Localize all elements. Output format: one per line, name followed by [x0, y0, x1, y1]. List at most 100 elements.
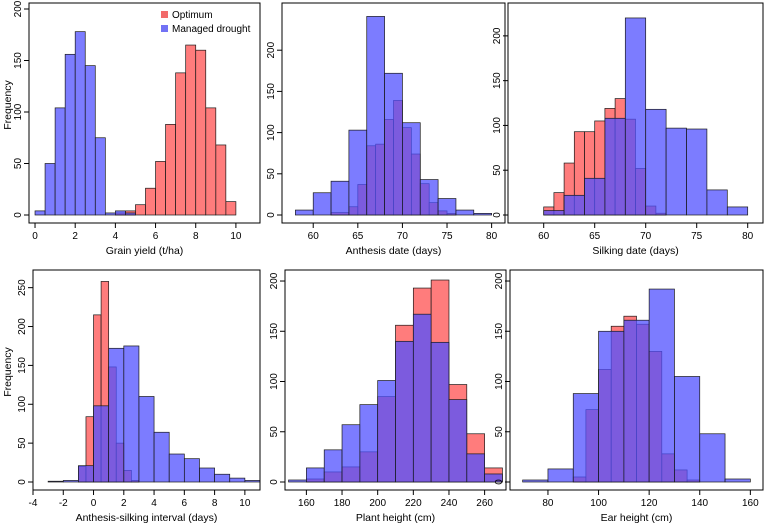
x-tick-label: 140 — [691, 498, 708, 509]
bar-drought — [295, 209, 314, 216]
bar-drought — [123, 345, 140, 483]
x-axis-label: Plant height (cm) — [356, 512, 435, 524]
y-tick-label: 100 — [492, 117, 503, 134]
bar-drought — [699, 433, 726, 483]
y-tick-label: 0 — [494, 479, 505, 485]
bar-drought — [183, 458, 200, 483]
x-tick-label: 80 — [486, 231, 498, 242]
bar-drought — [572, 393, 599, 483]
bar-drought — [437, 198, 457, 216]
plot-frame — [28, 2, 261, 224]
bar-drought — [402, 122, 421, 216]
panel-6: 80 100 120 140 160 0 50 100 150 200 Ear height (cm… — [494, 269, 764, 524]
bar-drought — [341, 424, 361, 483]
bar-drought — [724, 478, 751, 483]
y-tick-label: 100 — [17, 395, 28, 412]
bar-drought — [359, 404, 379, 483]
x-axis-label: Ear height (cm) — [601, 512, 673, 524]
bar-drought — [448, 399, 468, 483]
bar-optimum — [225, 201, 237, 216]
y-tick-label: 0 — [269, 479, 280, 485]
bar-drought — [323, 449, 343, 483]
y-tick-label: 50 — [494, 426, 505, 438]
legend-swatch — [161, 11, 168, 18]
bar-drought — [93, 405, 110, 483]
y-tick-label: 150 — [13, 52, 24, 69]
bar-drought — [522, 479, 549, 483]
x-tick-label: 0 — [32, 231, 38, 242]
y-axis-label: Frequency — [2, 79, 14, 129]
bar-drought — [419, 179, 439, 216]
bar-drought — [306, 467, 325, 483]
x-tick-label: 75 — [441, 231, 453, 242]
x-tick-label: 8 — [212, 498, 218, 509]
bar-drought — [466, 453, 485, 483]
y-tick-label: 0 — [17, 479, 28, 485]
bar-drought — [199, 467, 215, 483]
bar-drought — [64, 53, 76, 216]
x-tick-label: 75 — [691, 231, 703, 242]
bar-drought — [563, 194, 585, 216]
legend-label: Optimum — [172, 10, 213, 21]
bar-drought — [665, 127, 687, 216]
y-tick-label: 200 — [17, 318, 28, 335]
y-tick-label: 150 — [492, 72, 503, 89]
x-tick-label: 200 — [369, 498, 386, 509]
bar-drought — [674, 376, 701, 483]
y-tick-label: 200 — [492, 27, 503, 44]
bar-drought — [726, 206, 749, 216]
plot-frame — [32, 269, 261, 491]
x-tick-label: 10 — [239, 498, 251, 509]
bar-drought — [78, 465, 94, 483]
panel-2: 60 65 70 75 80 0 50 100 150 200 Anthesis date (day… — [266, 2, 506, 257]
plot-frame — [509, 269, 764, 491]
bar-drought — [645, 108, 667, 216]
x-tick-label: 100 — [590, 498, 607, 509]
y-tick-label: 150 — [269, 322, 280, 339]
bar-drought — [598, 330, 625, 483]
bar-drought — [312, 192, 332, 216]
bar-drought — [348, 129, 368, 216]
x-tick-label: 4 — [113, 231, 119, 242]
x-tick-label: 70 — [640, 231, 652, 242]
bar-drought — [473, 213, 492, 216]
bar-optimum — [215, 144, 227, 216]
y-tick-label: 50 — [492, 164, 503, 176]
bar-drought — [34, 210, 46, 216]
bar-drought — [153, 431, 170, 483]
bar-drought — [214, 473, 231, 483]
x-tick-label: -4 — [29, 498, 38, 509]
bar-drought — [543, 210, 565, 216]
bar-optimum — [185, 44, 197, 216]
y-tick-label: 50 — [13, 158, 24, 170]
bar-drought — [412, 313, 432, 483]
legend-swatch — [161, 25, 168, 32]
bar-optimum — [155, 161, 166, 216]
x-tick-label: 65 — [589, 231, 601, 242]
y-tick-label: 200 — [266, 41, 277, 58]
bar-drought — [430, 341, 450, 483]
bar-drought — [74, 31, 86, 216]
y-tick-label: 50 — [269, 426, 280, 438]
y-tick-label: 250 — [17, 279, 28, 296]
bar-drought — [377, 380, 396, 483]
y-tick-label: 50 — [17, 437, 28, 449]
x-tick-label: 180 — [334, 498, 351, 509]
y-tick-label: 200 — [13, 0, 24, 17]
x-tick-label: 120 — [641, 498, 658, 509]
bar-drought — [648, 288, 675, 483]
bar-drought — [366, 16, 385, 216]
x-tick-label: -2 — [59, 498, 68, 509]
y-tick-label: 150 — [494, 322, 505, 339]
bar-optimum — [135, 204, 146, 216]
x-tick-label: 65 — [352, 231, 364, 242]
x-tick-label: 80 — [742, 231, 754, 242]
bar-drought — [125, 212, 136, 216]
bar-drought — [484, 473, 503, 483]
y-tick-label: 100 — [13, 103, 24, 120]
bar-drought — [138, 396, 155, 483]
bar-drought — [108, 347, 125, 483]
